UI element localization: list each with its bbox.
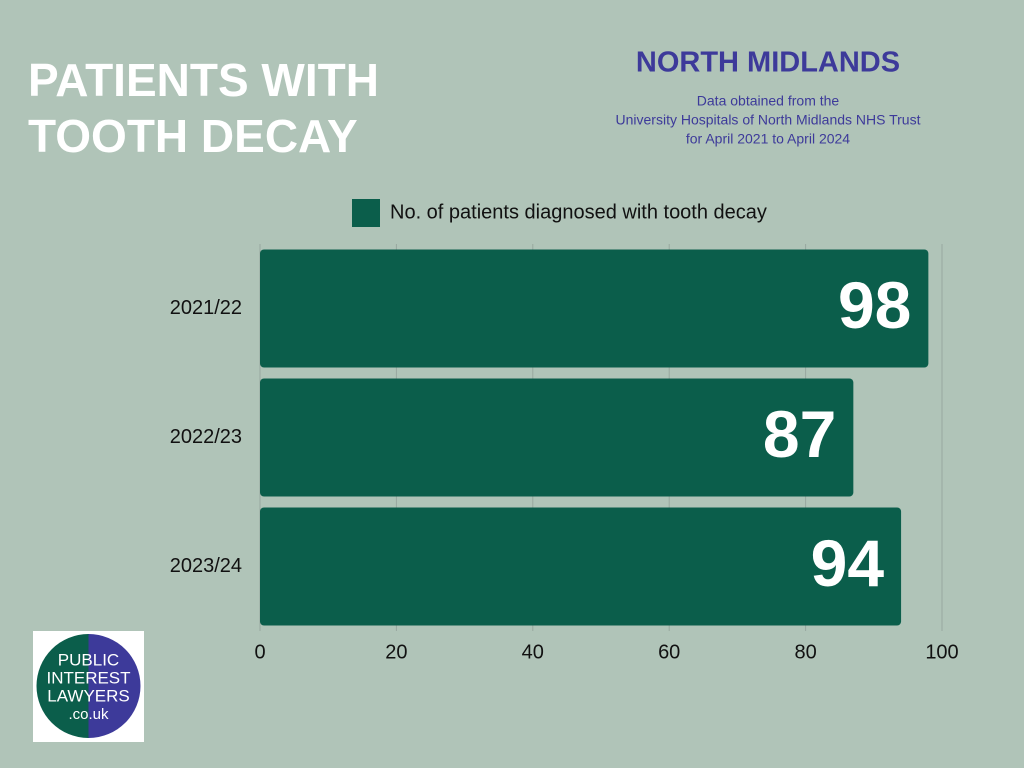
logo-half: [36, 634, 89, 738]
bar: [260, 249, 929, 368]
value-label: 98: [838, 268, 911, 342]
logo: [33, 631, 144, 742]
x-tick-label: 80: [794, 641, 816, 663]
value-label: 87: [763, 397, 836, 471]
y-tick-label: 2022/23: [170, 426, 242, 448]
chart-title: PATIENTS WITH TOOTH DECAY: [28, 54, 379, 162]
x-tick-label: 60: [658, 641, 680, 663]
logo-text: INTEREST: [46, 668, 130, 687]
x-tick-label: 100: [925, 641, 958, 663]
x-tick-label: 20: [385, 641, 407, 663]
bar: [260, 378, 854, 497]
chart-subtitle: NORTH MIDLANDS: [636, 47, 900, 79]
x-tick-label: 0: [254, 641, 265, 663]
legend-swatch: [352, 199, 380, 227]
bar: [260, 507, 902, 626]
note: for April 2021 to April 2024: [686, 131, 850, 147]
note: University Hospitals of North Midlands N…: [616, 112, 921, 128]
note: Data obtained from the: [697, 93, 840, 109]
logo-text: .co.uk: [68, 706, 109, 723]
y-tick-label: 2021/22: [170, 297, 242, 319]
legend-label: No. of patients diagnosed with tooth dec…: [390, 201, 767, 223]
y-tick-label: 2023/24: [170, 555, 242, 577]
x-tick-label: 40: [522, 641, 544, 663]
logo-text: LAWYERS: [47, 686, 130, 705]
value-label: 94: [811, 526, 885, 600]
logo-half: [88, 634, 141, 738]
logo-text: PUBLIC: [58, 650, 119, 669]
